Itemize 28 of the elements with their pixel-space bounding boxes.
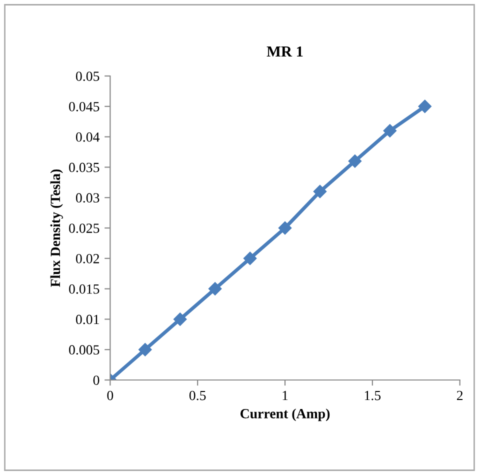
y-tick-label: 0.035 (69, 162, 100, 172)
point (383, 124, 396, 138)
y-tick-label: 0.04 (76, 132, 100, 142)
x-tick-label: 0.5 (189, 390, 206, 400)
point (313, 184, 327, 198)
y-tick-label: 0.05 (76, 72, 100, 82)
x-tick-label: 1 (282, 390, 288, 400)
x-axis-title: Current (Amp) (240, 408, 330, 422)
point (243, 252, 257, 265)
point (278, 221, 292, 235)
y-tick-label: 0.045 (69, 102, 100, 112)
point (208, 282, 222, 296)
point (138, 343, 152, 356)
x-tick-label: 2 (456, 390, 463, 400)
y-axis-title: Flux Density (Tesla) (50, 169, 63, 287)
y-tick-label: 0.01 (76, 314, 99, 324)
x-tick-label: 1.5 (364, 390, 381, 400)
point (174, 312, 187, 326)
y-tick-label: 0 (93, 376, 100, 385)
y-tick-label: 0.03 (76, 193, 100, 203)
point (418, 100, 432, 113)
y-tick-label: 0.015 (69, 284, 100, 294)
chart-title: MR 1 (266, 46, 303, 57)
y-tick-label: 0.02 (76, 254, 99, 264)
y-tick-label: 0.025 (69, 224, 100, 234)
x-tick-label: 0 (107, 390, 114, 400)
point (348, 154, 362, 168)
y-tick-label: 0.005 (69, 345, 100, 355)
